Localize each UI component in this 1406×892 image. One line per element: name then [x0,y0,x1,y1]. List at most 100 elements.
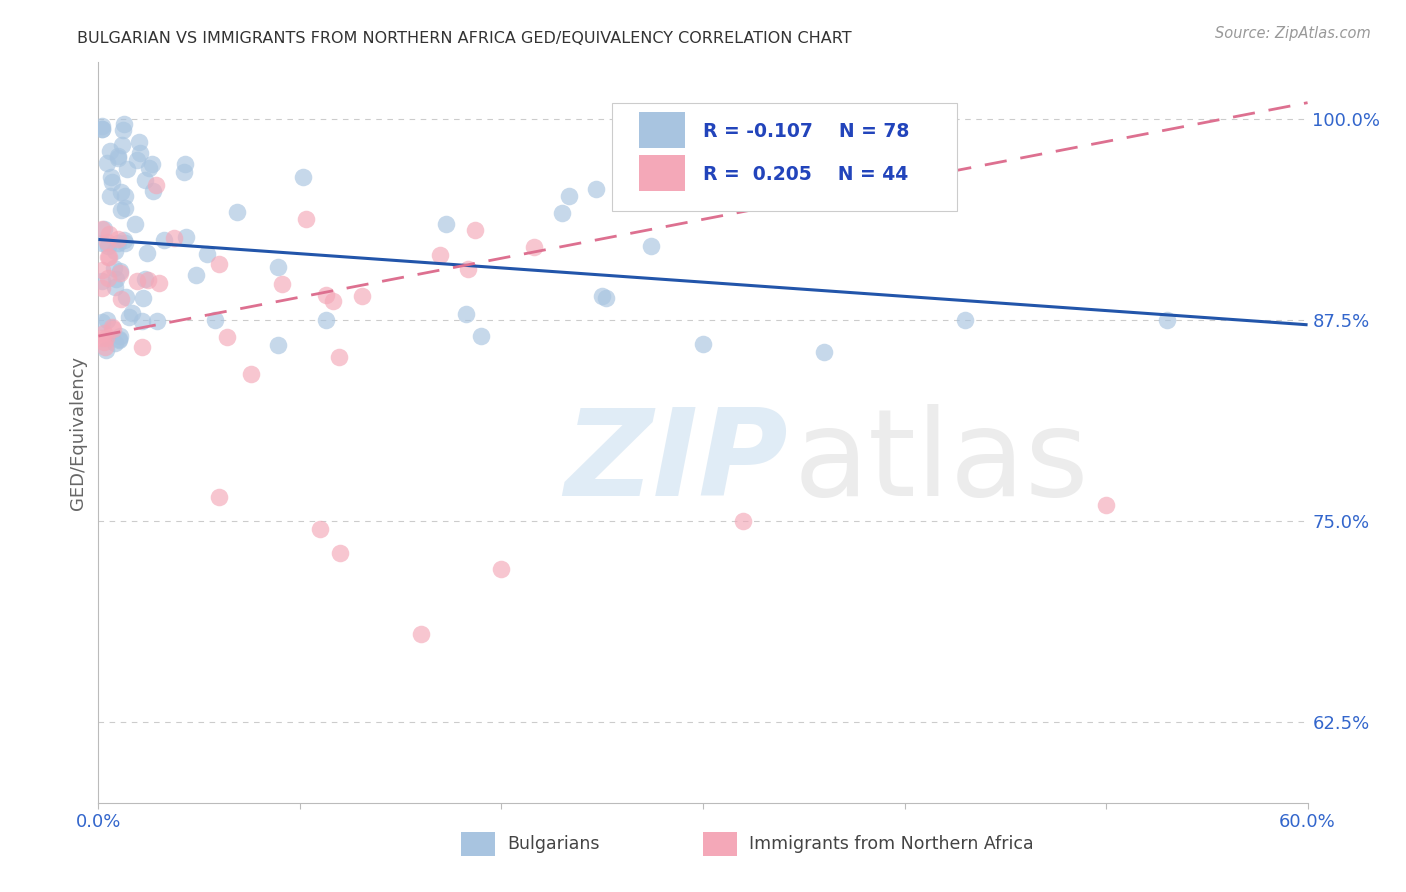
Point [112,117,135,131]
Text: ZIP: ZIP [564,404,787,521]
Point [91,121,114,136]
Point [97,250,120,264]
Point [174,157,197,171]
Point [315,288,337,302]
Point [591,289,613,303]
Text: R =  0.205    N = 44: R = 0.205 N = 44 [703,165,908,184]
Bar [638,112,685,147]
Point [91,262,114,277]
Point [104,279,127,293]
Point [96,155,118,169]
Point [131,314,153,328]
Point [104,272,127,286]
Point [134,173,156,187]
Bar [638,155,685,191]
Point [101,320,124,334]
Point [141,156,163,170]
Point [1095,498,1118,512]
Point [104,244,127,258]
Point [94,340,117,354]
Point [640,239,662,253]
Point [733,514,755,528]
Point [107,151,129,165]
Bar [703,831,737,856]
Point [173,165,195,179]
FancyBboxPatch shape [613,103,957,211]
Point [225,205,247,219]
Point [239,367,262,381]
Text: Immigrants from Northern Africa: Immigrants from Northern Africa [749,835,1033,854]
Point [595,291,617,305]
Point [271,277,294,292]
Point [266,338,288,352]
Point [128,146,150,161]
Point [114,236,136,251]
Point [124,217,146,231]
Point [110,292,132,306]
Point [136,273,159,287]
Point [107,332,129,346]
Bar [461,831,495,856]
Point [91,122,114,136]
Point [309,522,332,536]
Point [97,239,120,253]
Point [1156,313,1178,327]
Point [132,291,155,305]
Point [98,189,121,203]
Point [131,340,153,354]
Point [491,562,513,576]
Point [146,314,169,328]
Point [93,326,115,340]
Point [100,169,122,184]
Point [145,178,167,192]
Point [184,268,207,283]
Text: Source: ZipAtlas.com: Source: ZipAtlas.com [1215,26,1371,41]
Point [91,280,114,294]
Point [93,221,115,235]
Point [96,312,118,326]
Point [107,232,129,246]
Point [108,333,131,347]
Point [195,247,218,261]
Point [464,223,486,237]
Point [110,264,132,278]
Point [98,145,121,159]
Text: atlas: atlas [793,404,1090,521]
Point [142,184,165,198]
Point [163,231,186,245]
Point [208,490,231,504]
Point [329,546,352,560]
Point [127,153,149,167]
Point [108,266,131,280]
Point [114,202,136,216]
Point [208,257,231,271]
Text: R = -0.107    N = 78: R = -0.107 N = 78 [703,121,910,141]
Point [93,335,115,350]
Point [322,293,344,308]
Point [114,189,136,203]
Point [91,222,114,236]
Point [315,313,337,327]
Point [117,161,139,176]
Y-axis label: GED/Equivalency: GED/Equivalency [69,356,87,509]
Point [101,176,124,190]
Text: BULGARIAN VS IMMIGRANTS FROM NORTHERN AFRICA GED/EQUIVALENCY CORRELATION CHART: BULGARIAN VS IMMIGRANTS FROM NORTHERN AF… [77,31,852,46]
Point [121,306,143,320]
Point [103,260,125,275]
Point [98,250,121,264]
Point [523,240,546,254]
Point [148,276,170,290]
Point [115,289,138,303]
Point [813,345,835,359]
Point [98,227,121,242]
Point [434,217,457,231]
Point [107,235,129,250]
Point [91,315,114,329]
Point [352,289,374,303]
Point [409,627,432,641]
Point [110,186,132,200]
Point [118,310,141,325]
Point [454,307,477,321]
Point [267,260,290,274]
Point [125,274,148,288]
